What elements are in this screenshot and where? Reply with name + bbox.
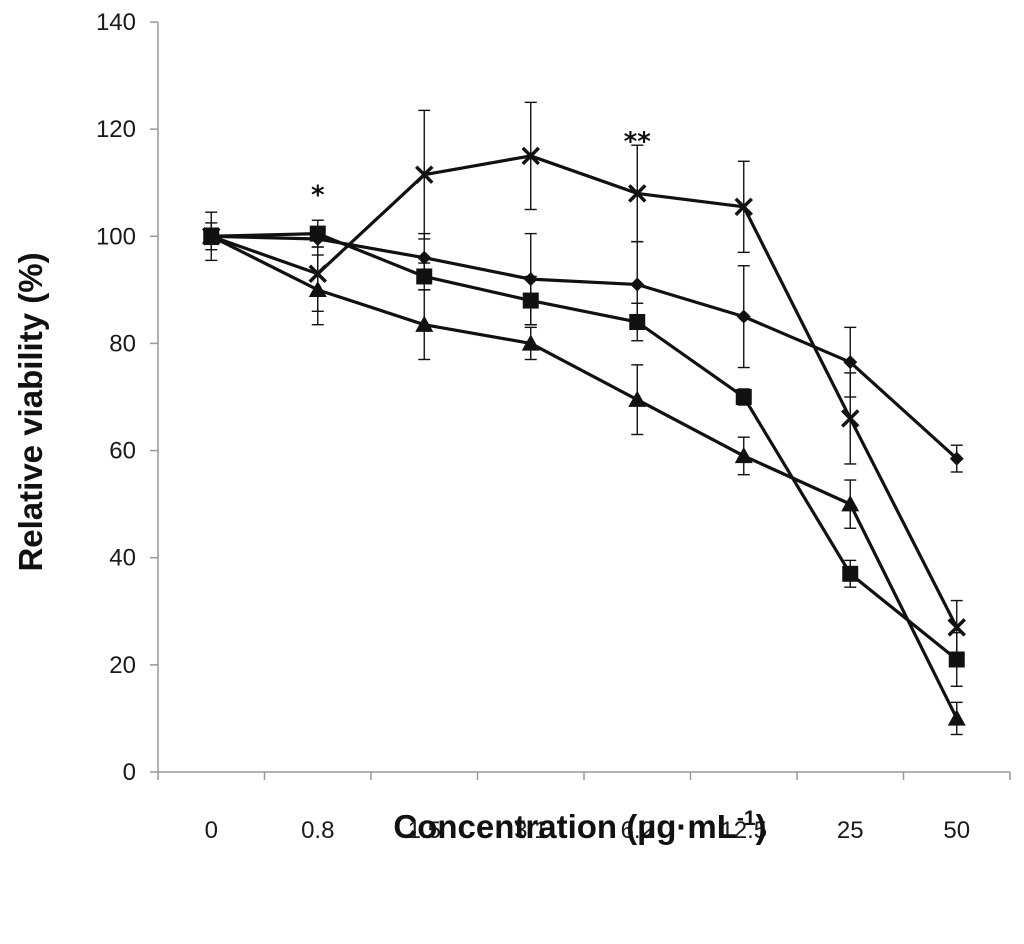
triangle-marker — [415, 315, 434, 332]
cross-marker — [947, 618, 966, 637]
square-marker — [735, 389, 752, 405]
x-axis-title-close: ) — [756, 808, 767, 845]
x-axis-title-main: Concentration (µg·mL — [393, 808, 737, 845]
y-tick-label: 20 — [109, 652, 136, 679]
diamond-marker — [417, 250, 432, 265]
x-tick-label: 6.2 — [621, 817, 654, 844]
triangle-marker — [947, 709, 966, 726]
series-group — [202, 101, 966, 736]
x-tick-label: 0 — [205, 817, 218, 844]
x-axis-title-sup: -1 — [737, 807, 756, 830]
cross-marker — [415, 165, 434, 184]
square-marker — [522, 292, 539, 309]
series-line — [210, 154, 959, 629]
significance-marker: ** — [624, 127, 652, 157]
cross-marker — [734, 197, 753, 217]
cross-marker — [841, 409, 860, 428]
diamond-marker — [736, 309, 751, 324]
x-tick-label: 12.5 — [720, 817, 767, 844]
series-cross — [202, 101, 966, 655]
y-tick-label: 100 — [96, 223, 136, 250]
y-tick-label: 40 — [109, 545, 136, 572]
y-tick-label: 120 — [96, 116, 136, 143]
significance-marker: * — [311, 180, 325, 210]
x-tick-label: 25 — [837, 817, 864, 844]
square-marker — [416, 268, 433, 285]
x-axis-title: Concentration (µg·mL-1) — [393, 807, 766, 845]
y-tick-label: 0 — [123, 759, 136, 786]
y-axis-title: Relative viability (%) — [12, 252, 49, 571]
y-tick-label: 140 — [96, 9, 136, 36]
triangle-marker — [521, 334, 540, 351]
series-line — [210, 234, 959, 720]
y-tick-label: 80 — [109, 330, 136, 357]
cross-marker — [521, 146, 540, 166]
triangle-marker — [734, 446, 753, 464]
cross-marker — [628, 184, 647, 203]
x-tick-label: 50 — [943, 817, 970, 844]
axes: 0 20 40 60 80 100 120 140 0 0.8 1.5 3.1 6.2 12.5 25 50 — [96, 9, 1011, 844]
series-triangle — [202, 227, 966, 736]
triangle-marker — [628, 390, 647, 407]
y-tick-label: 60 — [109, 438, 136, 465]
square-marker — [948, 651, 965, 668]
diamond-marker — [843, 355, 858, 370]
cross-marker — [308, 264, 327, 284]
series-line — [211, 232, 958, 661]
triangle-marker — [841, 495, 860, 512]
x-tick-label: 3.1 — [514, 817, 547, 844]
square-marker — [842, 565, 859, 582]
square-marker — [309, 225, 326, 242]
cross-marker — [202, 227, 221, 246]
diamond-marker — [630, 277, 645, 292]
x-tick-label: 0.8 — [301, 817, 334, 844]
x-tick-label: 1.5 — [408, 817, 441, 844]
square-marker — [629, 314, 646, 330]
annotations: *** — [311, 127, 651, 211]
diamond-marker — [949, 451, 964, 466]
